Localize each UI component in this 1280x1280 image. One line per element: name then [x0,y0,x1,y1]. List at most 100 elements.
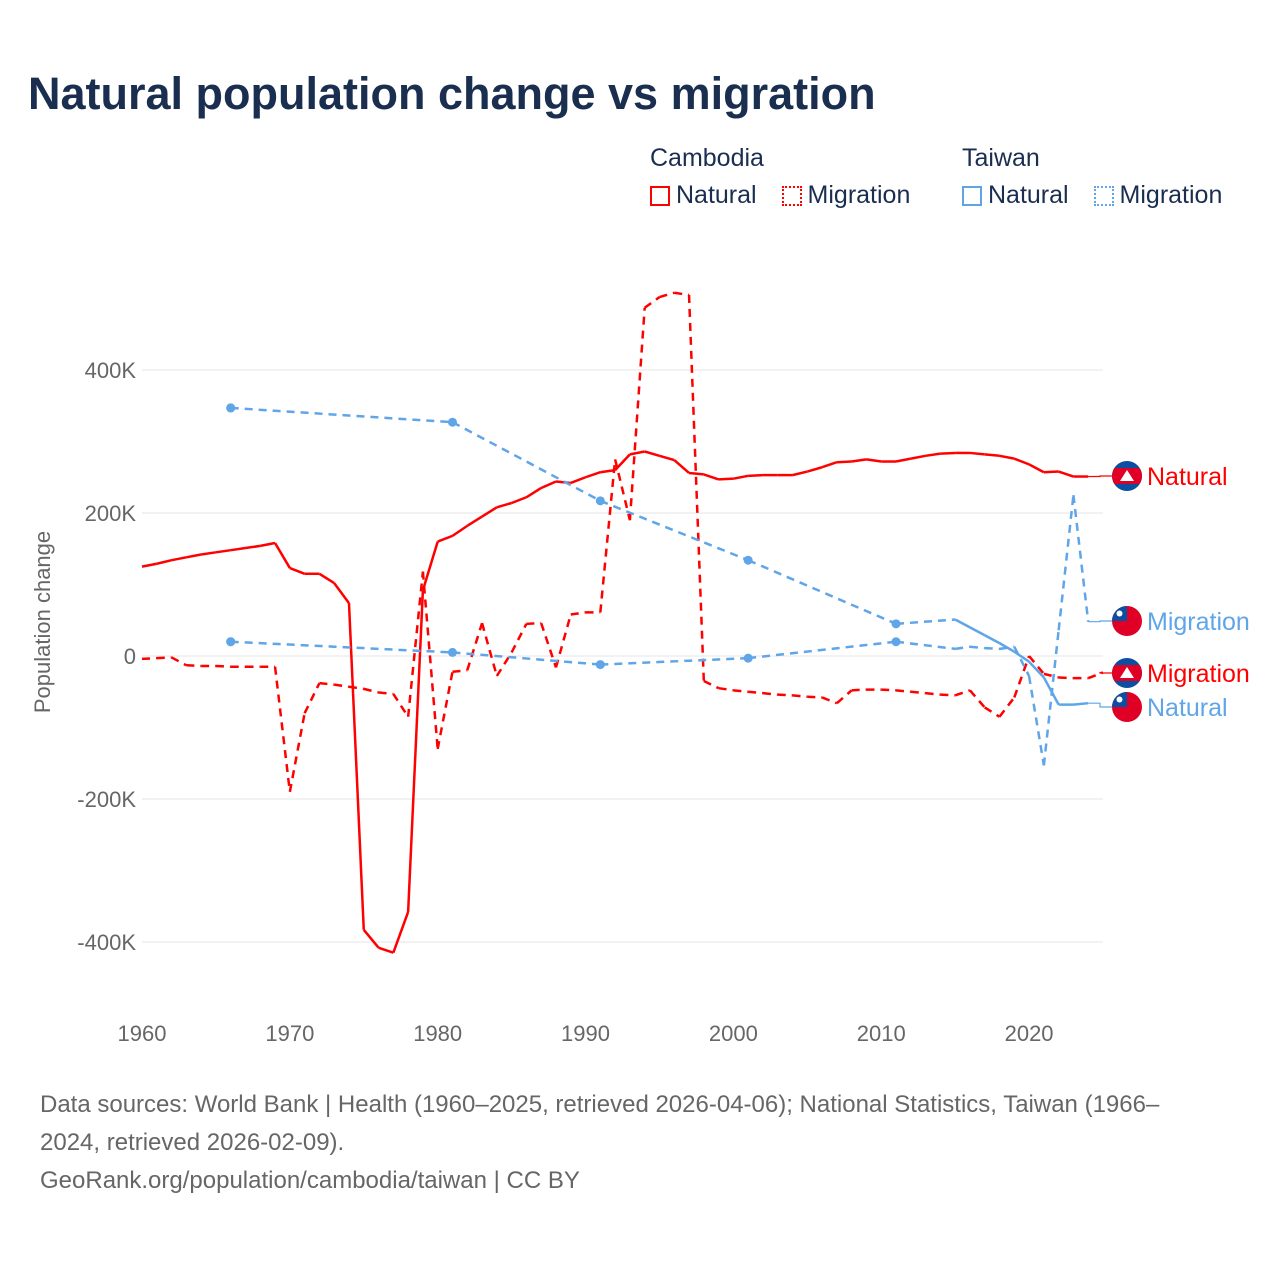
cambodia-natural-segment [895,457,912,463]
cambodia-migration-segment [334,683,350,688]
taiwan-migration-segment [984,646,1000,651]
white-sun-icon [1116,610,1123,617]
cambodia-natural-segment [644,450,660,458]
cambodia-migration-segment [495,651,513,677]
cambodia-migration-segment [421,571,439,750]
cambodia-migration-segment [851,688,867,692]
cambodia-natural-segment [362,929,380,949]
taiwan-migration-segment [1027,675,1046,766]
cambodia-natural-segment [1058,470,1074,478]
x-tick-label: 1960 [118,1021,167,1046]
cambodia-natural-segment [629,450,645,456]
cambodia-migration-segment [807,695,823,699]
cambodia-natural-segment [703,473,720,481]
taiwan-natural-segment [747,559,897,625]
cambodia-natural-label-connector [1088,475,1112,478]
white-sun-icon [1116,696,1123,703]
x-tick-label: 2000 [709,1021,758,1046]
taiwan-natural-segment [895,618,956,626]
cambodia-natural-segment [836,460,852,464]
legend-label: Natural [676,181,757,209]
cambodia-natural-segment [1028,463,1045,474]
cambodia-natural-segment [940,451,956,455]
cambodia-migration-segment [748,690,764,695]
cambodia-migration-segment [363,687,379,694]
solid-swatch-icon [650,185,670,206]
cambodia-migration-segment [539,622,558,668]
cambodia-migration-segment [170,656,187,667]
cambodia-migration-segment [687,294,706,682]
angkor-temple-icon [1120,667,1134,678]
cambodia-natural-segment [999,454,1015,460]
cambodia-natural-segment [406,590,425,913]
legend-item-taiwan-natural[interactable]: Natural [962,181,1069,210]
cambodia-natural-segment [289,566,306,575]
y-tick-label: 400K [85,358,137,383]
cambodia-natural-segment [851,458,867,463]
legend-item-taiwan-migration[interactable]: Migration [1093,181,1222,210]
cambodia-migration-segment [186,664,202,668]
cambodia-natural-segment [245,544,261,550]
cambodia-migration-segment [777,693,793,697]
taiwan-migration-point [743,653,753,663]
sources-line: Data sources: World Bank | Health (1960–… [40,1091,1160,1118]
cambodia-migration-segment [925,691,941,696]
taiwan-natural-segment [230,406,453,424]
cambodia-migration-segment [156,656,172,660]
legend-label: Migration [807,181,911,209]
cambodia-natural-segment [437,534,453,543]
x-tick-label: 1970 [265,1021,314,1046]
y-tick-label: -400K [77,930,136,955]
cambodia-natural-segment [156,558,172,565]
taiwan-migration-segment [1013,646,1031,677]
y-tick-label: 200K [85,501,137,526]
taiwan-migration-segment [954,645,971,651]
credit-link[interactable]: GeoRank.org/population/cambodia/taiwan |… [40,1167,580,1194]
cambodia-natural-segment [688,471,704,476]
y-tick-label: 0 [124,644,136,669]
cambodia-migration-segment [792,694,808,698]
cambodia-migration-segment [821,696,838,705]
data-sources: Data sources: World Bank | Health (1960–… [40,1086,1159,1200]
cambodia-migration-segment [466,622,484,671]
cambodia-natural-segment [347,603,366,930]
cambodia-migration-segment [406,571,425,717]
cambodia-natural-segment [141,562,158,568]
x-tick-label: 2020 [1005,1021,1054,1046]
cambodia-migration-segment [674,291,690,297]
cambodia-migration-label-connector [1099,671,1112,674]
cambodia-natural-segment [1013,457,1030,466]
taiwan-migration-segment [999,645,1015,651]
cambodia-migration-segment [599,459,617,613]
cambodia-migration-segment [881,688,897,692]
taiwan-migration-segment [600,656,749,666]
taiwan-natural-segment [1073,701,1089,706]
cambodia-migration-segment [703,679,720,690]
cambodia-natural-segment [230,546,246,552]
cambodia-migration-segment [1013,655,1031,698]
cambodia-natural-segment [910,454,926,460]
cambodia-migration-segment [273,666,292,792]
cambodia-migration-segment [628,307,646,521]
cambodia-migration-end-label: Migration [1147,660,1250,688]
cambodia-natural-segment [570,476,586,485]
chart-title: Natural population change vs migration [28,68,876,119]
cambodia-migration-segment [1043,672,1059,679]
cambodia-migration-segment [718,686,734,692]
legend-country: Cambodia [650,144,764,172]
cambodia-natural-segment [273,542,291,569]
legend-item-cambodia-natural[interactable]: Natural [650,181,757,210]
cambodia-migration-segment [436,671,454,750]
cambodia-natural-segment [1043,470,1059,474]
taiwan-natural-label-connector [1088,702,1112,708]
cambodia-migration-segment [613,459,632,521]
cambodia-migration-segment [1028,655,1045,675]
cambodia-natural-segment [378,946,394,954]
dotted-swatch-icon [1093,185,1114,206]
taiwan-natural-point [447,417,457,427]
taiwan-natural-segment [1028,660,1045,679]
taiwan-natural-point [743,555,753,565]
legend-item-cambodia-migration[interactable]: Migration [781,181,911,210]
cambodia-migration-segment [452,669,468,673]
cambodia-natural-segment [969,451,985,456]
